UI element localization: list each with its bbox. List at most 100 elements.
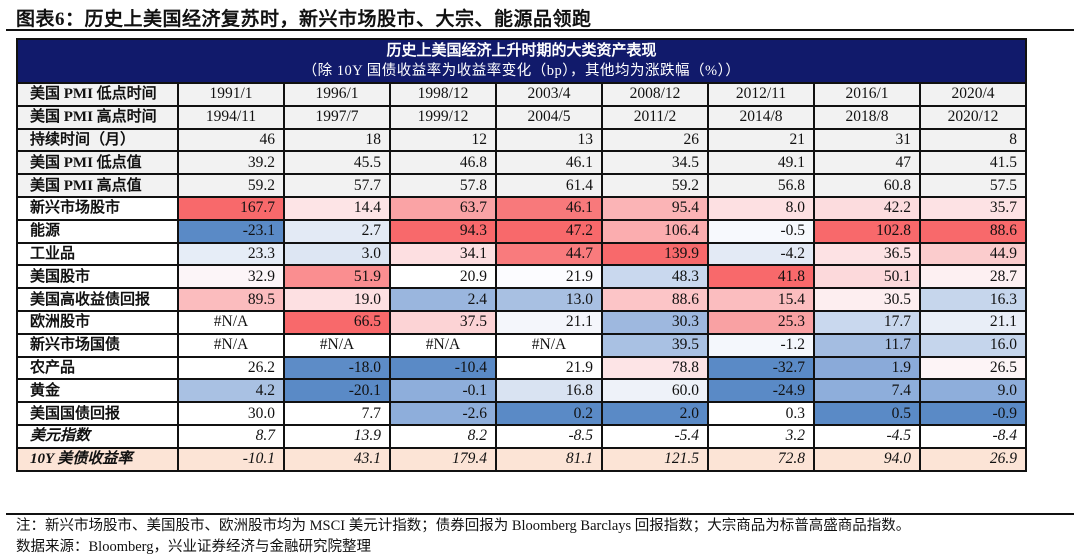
row-label: 工业品 — [16, 241, 179, 267]
table-row: 美国 PMI 低点值 39.2 45.5 46.8 46.1 34.5 49.1 47 41.5 — [16, 150, 1028, 176]
table-cell: 1994/11 — [177, 104, 285, 130]
table-cell: 3.2 — [707, 423, 815, 449]
table-cell: #N/A — [283, 332, 391, 358]
table-cell: 47 — [813, 150, 921, 176]
table-cell: 2012/11 — [707, 82, 815, 107]
table-cell: 72.8 — [707, 446, 815, 472]
table-cell: 42.2 — [813, 195, 921, 221]
row-label: 黄金 — [16, 378, 179, 404]
table-cell: 179.4 — [389, 446, 497, 472]
table-cell: 17.7 — [813, 309, 921, 335]
table-cell: -20.1 — [283, 378, 391, 404]
table-cell: 36.5 — [813, 241, 921, 267]
table-row: 美元指数 8.7 13.9 8.2 -8.5 -5.4 3.2 -4.5 -8.4 — [16, 423, 1028, 449]
table-cell: 21.1 — [495, 309, 603, 335]
table-cell: 167.7 — [177, 195, 285, 221]
table-cell: 139.9 — [601, 241, 709, 267]
table-cell: 57.7 — [283, 173, 391, 198]
table-cell: 43.1 — [283, 446, 391, 472]
table-cell: 2014/8 — [707, 104, 815, 130]
table-row: 工业品 23.3 3.0 34.1 44.7 139.9 -4.2 36.5 44.9 — [16, 241, 1028, 267]
table-cell: 94.0 — [813, 446, 921, 472]
table-cell: -8.5 — [495, 423, 603, 449]
table-cell: 47.2 — [495, 218, 603, 244]
table-cell: 28.7 — [918, 264, 1028, 290]
table-cell: 63.7 — [389, 195, 497, 221]
table-cell: 2020/12 — [918, 104, 1028, 130]
table-cell: 46.8 — [389, 150, 497, 176]
table-cell: 46.1 — [495, 150, 603, 176]
table-cell: 16.0 — [918, 332, 1028, 358]
row-label: 新兴市场国债 — [16, 332, 179, 358]
table-cell: 44.9 — [918, 241, 1028, 267]
table-cell: 78.8 — [601, 355, 709, 381]
row-label: 新兴市场股市 — [16, 195, 179, 221]
table-cell: 102.8 — [813, 218, 921, 244]
table-cell: 7.7 — [283, 401, 391, 426]
row-label: 美国 PMI 高点时间 — [16, 104, 179, 130]
table-cell: 60.0 — [601, 378, 709, 404]
table-cell: 2.0 — [601, 401, 709, 426]
table-cell: 11.7 — [813, 332, 921, 358]
table-row: 欧洲股市 #N/A 66.5 37.5 21.1 30.3 25.3 17.7 21.1 — [16, 309, 1028, 335]
table-cell: 15.4 — [707, 287, 815, 312]
table-cell: 26.9 — [918, 446, 1028, 472]
table-cell: 41.8 — [707, 264, 815, 290]
table-cell: 56.8 — [707, 173, 815, 198]
table-body: 美国 PMI 低点时间 1991/1 1996/1 1998/12 2003/4 2008… — [16, 82, 1028, 472]
table-cell: 3.0 — [283, 241, 391, 267]
table-row: 美国 PMI 高点时间 1994/11 1997/7 1999/12 2004/5 201… — [16, 104, 1028, 130]
table-cell: -5.4 — [601, 423, 709, 449]
table-cell: 26.2 — [177, 355, 285, 381]
table-cell: 20.9 — [389, 264, 497, 290]
table-cell: 1996/1 — [283, 82, 391, 107]
table-row: 美国高收益债回报 89.5 19.0 2.4 13.0 88.6 15.4 30.5 16.3 — [16, 287, 1028, 312]
table-cell: #N/A — [177, 332, 285, 358]
table-cell: 95.4 — [601, 195, 709, 221]
table-cell: -1.2 — [707, 332, 815, 358]
table-cell: 0.2 — [495, 401, 603, 426]
title-divider — [6, 29, 1074, 31]
table-cell: 30.0 — [177, 401, 285, 426]
table-cell: 2011/2 — [601, 104, 709, 130]
table-cell: 41.5 — [918, 150, 1028, 176]
table-header: 历史上美国经济上升时期的大类资产表现 （除 10Y 国债收益率为收益率变化（bp… — [16, 38, 1027, 84]
table-cell: 46 — [177, 127, 285, 153]
table-cell: 13 — [495, 127, 603, 153]
table-row: 美国股市 32.9 51.9 20.9 21.9 48.3 41.8 50.1 28.7 — [16, 264, 1028, 290]
table-cell: 2003/4 — [495, 82, 603, 107]
table-cell: 34.5 — [601, 150, 709, 176]
table-cell: 30.5 — [813, 287, 921, 312]
table-cell: 7.4 — [813, 378, 921, 404]
table-cell: 31 — [813, 127, 921, 153]
table-cell: 1998/12 — [389, 82, 497, 107]
table-cell: -4.2 — [707, 241, 815, 267]
table-cell: -4.5 — [813, 423, 921, 449]
table-cell: 39.2 — [177, 150, 285, 176]
table-row: 能源 -23.1 2.7 94.3 47.2 106.4 -0.5 102.8 88.6 — [16, 218, 1028, 244]
table-cell: 1997/7 — [283, 104, 391, 130]
table-cell: 81.1 — [495, 446, 603, 472]
table-cell: 18 — [283, 127, 391, 153]
table-cell: 88.6 — [918, 218, 1028, 244]
table-row: 新兴市场股市 167.7 14.4 63.7 46.1 95.4 8.0 42.2 35.7 — [16, 195, 1028, 221]
row-label: 美元指数 — [16, 423, 179, 449]
footnote: 注：新兴市场股市、美国股市、欧洲股市均为 MSCI 美元计指数；债券回报为 Bl… — [16, 518, 911, 534]
table-cell: 121.5 — [601, 446, 709, 472]
table-cell: 34.1 — [389, 241, 497, 267]
table-cell: -18.0 — [283, 355, 391, 381]
row-label: 欧洲股市 — [16, 309, 179, 335]
row-label: 美国 PMI 低点时间 — [16, 82, 179, 107]
table-cell: 0.5 — [813, 401, 921, 426]
row-label: 能源 — [16, 218, 179, 244]
table-cell: 2.4 — [389, 287, 497, 312]
table-cell: 21 — [707, 127, 815, 153]
table-cell: 21.9 — [495, 264, 603, 290]
row-label: 美国 PMI 低点值 — [16, 150, 179, 176]
table-cell: 23.3 — [177, 241, 285, 267]
table-cell: #N/A — [177, 309, 285, 335]
table-cell: -24.9 — [707, 378, 815, 404]
row-label: 美国股市 — [16, 264, 179, 290]
table-cell: 21.1 — [918, 309, 1028, 335]
table-row: 美国 PMI 高点值 59.2 57.7 57.8 61.4 59.2 56.8 60.8 57… — [16, 173, 1028, 198]
